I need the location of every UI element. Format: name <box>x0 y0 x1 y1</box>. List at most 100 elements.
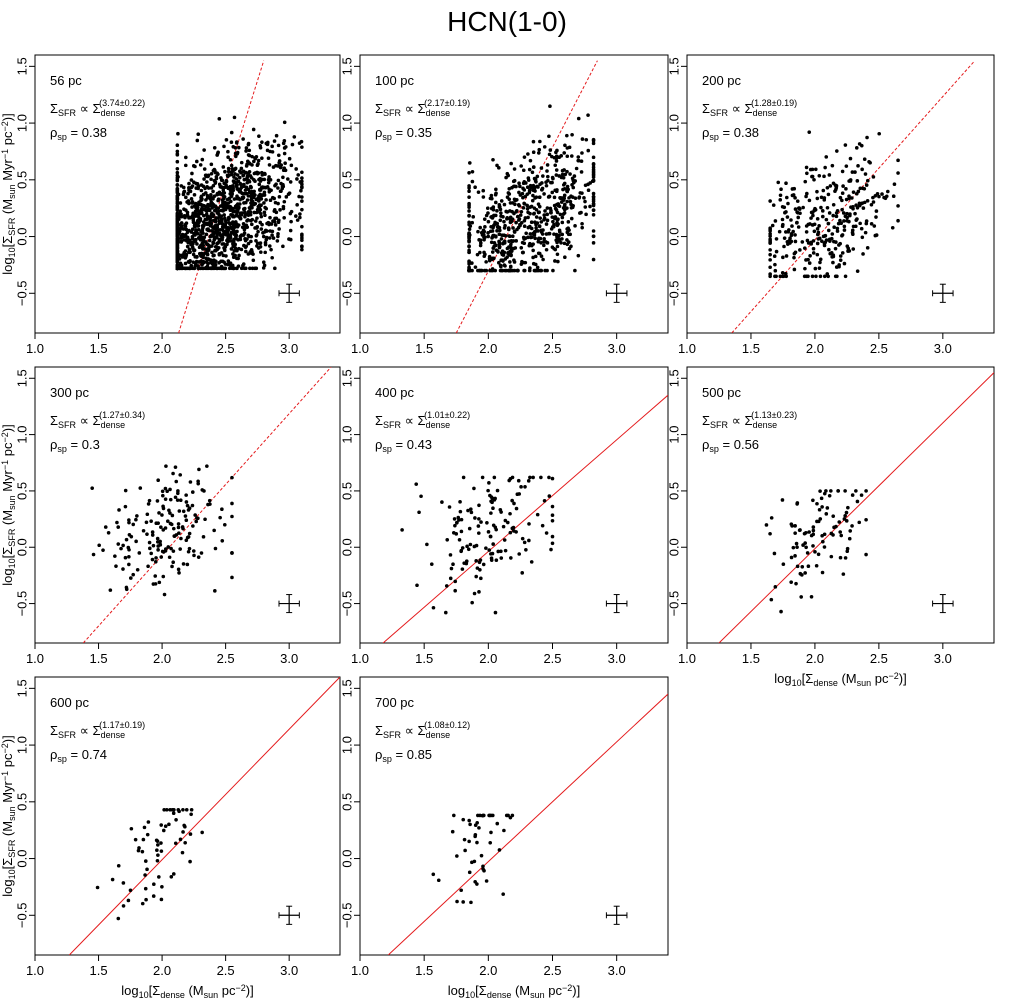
data-point <box>211 259 216 264</box>
data-point <box>552 222 556 227</box>
data-point <box>542 498 547 503</box>
data-point <box>452 813 456 818</box>
data-point <box>171 811 176 816</box>
data-point <box>844 197 849 202</box>
data-point <box>276 186 280 190</box>
data-point <box>568 232 572 237</box>
data-point <box>262 193 267 197</box>
data-point <box>800 564 805 569</box>
data-point <box>220 218 224 222</box>
data-point <box>160 513 164 517</box>
data-point <box>843 274 848 279</box>
data-point <box>834 524 838 529</box>
data-point <box>205 184 209 189</box>
data-point <box>494 200 498 205</box>
data-point <box>791 229 795 234</box>
data-point <box>191 260 196 264</box>
y-tick-label: 1.0 <box>666 426 681 444</box>
data-point <box>226 155 230 160</box>
data-point <box>260 156 264 160</box>
data-point <box>267 175 271 179</box>
data-point <box>825 506 830 510</box>
data-point <box>461 475 466 480</box>
data-point <box>501 253 506 257</box>
data-point <box>449 566 454 571</box>
data-point <box>250 217 255 222</box>
data-point <box>181 830 185 834</box>
data-point <box>220 538 225 543</box>
data-point <box>482 254 487 259</box>
data-point <box>272 139 277 143</box>
data-point <box>127 554 131 559</box>
data-point <box>443 610 448 615</box>
data-point <box>527 538 531 543</box>
data-point <box>819 205 823 210</box>
data-point <box>192 266 197 271</box>
data-point <box>455 520 459 525</box>
data-point <box>298 215 302 220</box>
data-point <box>242 227 247 232</box>
data-point <box>768 252 772 257</box>
data-point <box>768 265 772 270</box>
data-point <box>300 182 304 187</box>
data-point <box>134 517 138 522</box>
data-point <box>484 879 489 883</box>
data-point <box>880 192 884 196</box>
data-point <box>896 158 900 163</box>
data-point <box>193 164 197 169</box>
data-point <box>792 255 796 260</box>
data-point <box>269 247 273 252</box>
data-point <box>499 199 504 203</box>
data-point <box>591 229 596 233</box>
data-point <box>529 204 534 209</box>
data-point <box>239 166 244 171</box>
data-point <box>271 165 276 169</box>
data-point <box>497 232 502 236</box>
data-point <box>243 210 247 215</box>
data-point <box>183 824 187 829</box>
data-point <box>826 192 831 197</box>
data-point <box>189 812 193 817</box>
data-point <box>300 195 304 199</box>
data-point <box>114 564 118 568</box>
data-point <box>207 238 212 243</box>
data-point <box>494 191 498 196</box>
data-point <box>842 224 847 229</box>
data-point <box>162 807 166 812</box>
x-tick-label: 2.5 <box>870 341 888 356</box>
data-point <box>537 224 542 229</box>
data-point <box>202 177 206 181</box>
data-point <box>169 546 173 551</box>
data-point <box>562 241 567 246</box>
data-point <box>550 534 555 539</box>
panel-scale-label: 600 pc <box>50 695 90 710</box>
data-point <box>230 551 234 555</box>
data-point <box>184 500 189 504</box>
data-point <box>537 236 541 241</box>
data-point <box>482 235 486 240</box>
data-point <box>865 246 870 250</box>
data-point <box>282 151 287 156</box>
data-point <box>573 224 577 228</box>
data-point <box>470 220 475 225</box>
data-point <box>186 238 191 242</box>
data-point <box>263 228 268 233</box>
data-point <box>489 813 493 818</box>
data-point <box>445 538 450 542</box>
data-point <box>485 206 490 211</box>
data-point <box>550 504 555 509</box>
data-point <box>177 214 182 219</box>
data-point <box>486 211 490 215</box>
data-point <box>824 217 829 222</box>
data-point <box>175 266 180 271</box>
data-point <box>226 204 231 209</box>
data-point <box>549 227 554 231</box>
data-point <box>795 199 800 203</box>
data-point <box>235 248 239 253</box>
data-point <box>156 843 160 847</box>
data-point <box>221 201 225 205</box>
data-point <box>281 141 286 146</box>
data-point <box>546 174 550 179</box>
data-point <box>243 238 248 243</box>
data-point <box>497 205 502 209</box>
